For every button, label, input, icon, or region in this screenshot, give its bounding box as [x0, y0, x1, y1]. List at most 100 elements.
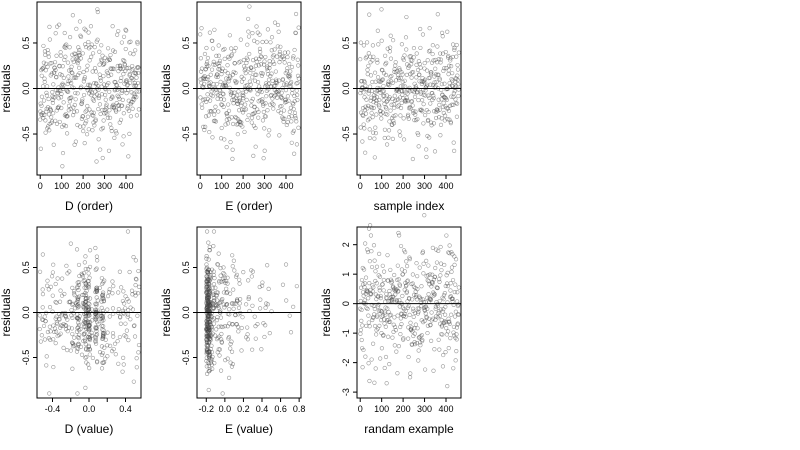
data-point: [434, 260, 440, 265]
data-point: [435, 108, 441, 113]
data-point: [37, 313, 42, 318]
data-point: [116, 107, 122, 112]
data-point: [445, 383, 450, 389]
data-point: [282, 82, 287, 87]
data-point: [240, 110, 246, 115]
data-point: [384, 106, 389, 111]
data-point: [231, 306, 236, 311]
data-point: [399, 70, 404, 75]
data-point: [289, 119, 294, 124]
data-point: [86, 323, 91, 328]
data-point: [282, 60, 287, 65]
data-point: [100, 336, 106, 341]
data-point: [123, 321, 128, 326]
data-point: [454, 42, 459, 48]
data-point: [97, 49, 102, 54]
data-point: [264, 66, 270, 71]
data-point: [414, 75, 419, 80]
data-point: [293, 30, 298, 36]
data-point: [246, 113, 251, 118]
data-point: [445, 86, 450, 92]
data-point: [219, 339, 224, 344]
data-point: [230, 264, 235, 269]
data-point: [124, 328, 129, 333]
data-point: [376, 302, 381, 307]
data-point: [412, 81, 417, 86]
data-point: [445, 29, 450, 34]
data-point: [198, 56, 203, 61]
data-point: [361, 43, 366, 48]
data-point: [222, 272, 227, 277]
data-point: [211, 229, 217, 234]
data-point: [57, 316, 62, 322]
data-point: [258, 87, 263, 92]
data-point: [125, 104, 130, 109]
data-point: [120, 97, 125, 102]
data-point: [428, 297, 434, 302]
data-point: [52, 65, 57, 70]
data-point: [281, 119, 286, 124]
data-point: [403, 35, 409, 40]
data-point: [443, 312, 448, 317]
data-point: [46, 96, 51, 102]
data-point: [85, 319, 90, 324]
data-point: [388, 267, 393, 273]
data-point: [93, 339, 98, 344]
data-point: [235, 132, 240, 137]
data-point: [420, 109, 425, 114]
data-point: [210, 46, 215, 51]
data-point: [208, 98, 213, 103]
data-point: [427, 95, 432, 101]
data-point: [453, 309, 458, 314]
data-point: [296, 25, 301, 30]
data-point: [235, 101, 240, 106]
data-point: [406, 112, 411, 117]
data-point: [455, 101, 460, 106]
data-point: [452, 88, 457, 94]
data-point: [413, 118, 419, 123]
data-point: [229, 52, 234, 57]
data-point: [387, 361, 392, 367]
data-point: [358, 285, 364, 290]
data-point: [386, 135, 391, 140]
data-point: [276, 29, 281, 34]
data-point: [94, 254, 100, 259]
data-point: [121, 71, 126, 77]
data-point: [295, 80, 300, 86]
scatter-panel-e-value: -0.2 0.0 0.2 0.4 0.6 0.8-0.50.00.5E (value)re…: [159, 226, 305, 436]
data-point: [234, 322, 239, 327]
data-point: [362, 285, 367, 290]
data-point: [50, 100, 56, 105]
data-point: [40, 252, 45, 257]
data-point: [216, 305, 221, 310]
data-point: [360, 323, 365, 328]
data-point: [367, 281, 372, 286]
data-point: [103, 337, 108, 342]
data-point: [121, 362, 126, 367]
data-point: [410, 272, 415, 277]
data-point: [102, 345, 107, 350]
x-tick-label: 0.6: [274, 404, 287, 414]
data-point: [47, 391, 52, 396]
data-point: [120, 298, 125, 304]
data-point: [87, 322, 92, 328]
y-tick-label: 0.0: [181, 82, 191, 95]
data-point: [234, 79, 239, 84]
data-point: [396, 344, 402, 349]
data-point: [220, 391, 225, 396]
data-point: [92, 94, 97, 99]
data-point: [57, 22, 62, 27]
data-point: [100, 155, 105, 161]
data-point: [204, 340, 209, 345]
y-tick-label: 0.5: [341, 37, 351, 50]
data-point: [47, 128, 52, 133]
data-point: [94, 159, 99, 164]
data-point: [363, 150, 368, 155]
data-point: [381, 83, 386, 89]
data-point: [94, 289, 99, 295]
data-point: [284, 99, 289, 104]
data-point: [380, 77, 385, 82]
data-point: [136, 107, 141, 112]
y-tick-label: -0.5: [181, 350, 191, 366]
data-point: [93, 117, 98, 122]
